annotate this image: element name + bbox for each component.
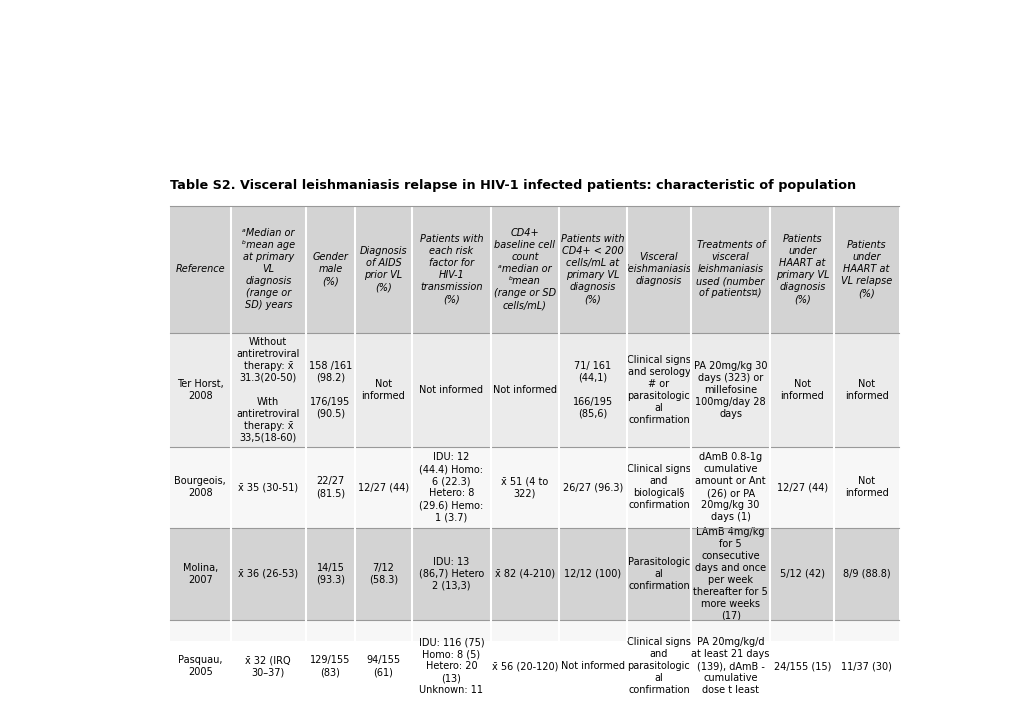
Text: 8/9 (88.8): 8/9 (88.8) — [842, 569, 890, 579]
Text: 12/27 (44): 12/27 (44) — [358, 482, 409, 492]
Text: Not
informed: Not informed — [844, 379, 888, 401]
Text: Parasitologic
al
confirmation: Parasitologic al confirmation — [628, 557, 689, 591]
Text: 5/12 (42): 5/12 (42) — [780, 569, 824, 579]
Text: 129/155
(83): 129/155 (83) — [310, 655, 351, 678]
Bar — [170, 620, 898, 712]
Text: x̄ 56 (20-120): x̄ 56 (20-120) — [491, 661, 557, 671]
Text: Pasquau,
2005: Pasquau, 2005 — [178, 655, 222, 678]
Text: PA 20mg/kg 30
days (323) or
millefosine
100mg/day 28
days: PA 20mg/kg 30 days (323) or millefosine … — [693, 361, 766, 419]
Text: Patients
under
HAART at
VL relapse
(%): Patients under HAART at VL relapse (%) — [840, 240, 892, 298]
Text: Not informed: Not informed — [560, 661, 625, 671]
Text: x̄ 82 (4-210): x̄ 82 (4-210) — [494, 569, 554, 579]
Text: Bourgeois,
2008: Bourgeois, 2008 — [174, 476, 226, 498]
Text: Clinical signs
and serology
# or
parasitologic
al
confirmation: Clinical signs and serology # or parasit… — [627, 355, 690, 425]
Text: 94/155
(61): 94/155 (61) — [366, 655, 400, 678]
Text: Treatments of
visceral
leishmaniasis
used (number
of patients¤): Treatments of visceral leishmaniasis use… — [696, 240, 764, 298]
Text: 14/15
(93.3): 14/15 (93.3) — [316, 563, 344, 585]
Text: CD4+
baseline cell
count
ᵃmedian or
ᵇmean
(range or SD
cells/mL): CD4+ baseline cell count ᵃmedian or ᵇmea… — [493, 228, 555, 310]
Text: 24/155 (15): 24/155 (15) — [773, 661, 830, 671]
Text: ᵃMedian or
ᵇmean age
at primary
VL
diagnosis
(range or
SD) years: ᵃMedian or ᵇmean age at primary VL diagn… — [242, 228, 294, 310]
Text: x̄ 36 (26-53): x̄ 36 (26-53) — [238, 569, 298, 579]
Text: Patients with
each risk
factor for
HIV-1
transmission
(%): Patients with each risk factor for HIV-1… — [419, 234, 483, 305]
Bar — [170, 528, 898, 620]
Text: Not
informed: Not informed — [361, 379, 405, 401]
Text: IDU: 116 (75)
Homo: 8 (5)
Hetero: 20
(13)
Unknown: 11: IDU: 116 (75) Homo: 8 (5) Hetero: 20 (13… — [418, 637, 484, 696]
Text: Gender
male
(%): Gender male (%) — [312, 252, 348, 287]
Text: 12/27 (44): 12/27 (44) — [776, 482, 827, 492]
Text: Not informed: Not informed — [419, 384, 483, 395]
Text: 7/12
(58.3): 7/12 (58.3) — [369, 563, 397, 585]
Text: 71/ 161
(44,1)

166/195
(85,6): 71/ 161 (44,1) 166/195 (85,6) — [573, 361, 612, 419]
Text: Table S2. Visceral leishmaniasis relapse in HIV-1 infected patients: characteris: Table S2. Visceral leishmaniasis relapse… — [170, 179, 855, 192]
Text: Not
informed: Not informed — [780, 379, 823, 401]
Bar — [170, 206, 898, 333]
Text: Not
informed: Not informed — [844, 476, 888, 498]
Text: IDU: 12
(44.4) Homo:
6 (22.3)
Hetero: 8
(29.6) Hemo:
1 (3.7): IDU: 12 (44.4) Homo: 6 (22.3) Hetero: 8 … — [419, 452, 483, 522]
Text: Patients with
CD4+ < 200
cells/mL at
primary VL
diagnosis
(%): Patients with CD4+ < 200 cells/mL at pri… — [560, 234, 624, 305]
Text: Not informed: Not informed — [492, 384, 556, 395]
Text: 22/27
(81.5): 22/27 (81.5) — [316, 476, 344, 498]
Text: x̄ 35 (30-51): x̄ 35 (30-51) — [238, 482, 298, 492]
Text: Ter Horst,
2008: Ter Horst, 2008 — [176, 379, 223, 401]
Text: PA 20mg/kg/d
at least 21 days
(139), dAmB -
cumulative
dose t least: PA 20mg/kg/d at least 21 days (139), dAm… — [691, 637, 769, 696]
Text: x̄ 32 (IRQ
30–37): x̄ 32 (IRQ 30–37) — [246, 655, 290, 678]
Text: 26/27 (96.3): 26/27 (96.3) — [562, 482, 623, 492]
Text: Clinical signs
and
parasitologic
al
confirmation: Clinical signs and parasitologic al conf… — [627, 637, 690, 696]
Text: Molina,
2007: Molina, 2007 — [182, 563, 218, 585]
Text: 158 /161
(98.2)

176/195
(90.5): 158 /161 (98.2) 176/195 (90.5) — [309, 361, 352, 419]
Text: Visceral
leishmaniasis
diagnosis: Visceral leishmaniasis diagnosis — [626, 252, 691, 287]
Bar — [170, 333, 898, 446]
Text: Without
antiretroviral
therapy: x̄
31.3(20-50)

With
antiretroviral
therapy: x̄
: Without antiretroviral therapy: x̄ 31.3(… — [236, 337, 300, 443]
Text: dAmB 0.8-1g
cumulative
amount or Ant
(26) or PA
20mg/kg 30
days (1): dAmB 0.8-1g cumulative amount or Ant (26… — [695, 452, 765, 522]
Bar — [170, 446, 898, 528]
Text: IDU: 13
(86,7) Hetero
2 (13,3): IDU: 13 (86,7) Hetero 2 (13,3) — [418, 557, 483, 591]
Text: Clinical signs
and
biological§
confirmation: Clinical signs and biological§ confirmat… — [627, 464, 690, 510]
Text: LAmB 4mg/kg
for 5
consecutive
days and once
per week
thereafter for 5
more weeks: LAmB 4mg/kg for 5 consecutive days and o… — [693, 527, 767, 621]
Text: 12/12 (100): 12/12 (100) — [564, 569, 621, 579]
Text: Reference: Reference — [175, 264, 225, 274]
Text: x̄ 51 (4 to
322): x̄ 51 (4 to 322) — [500, 476, 548, 498]
Text: 11/37 (30): 11/37 (30) — [841, 661, 891, 671]
Text: Diagnosis
of AIDS
prior VL
(%): Diagnosis of AIDS prior VL (%) — [360, 246, 407, 292]
Text: Patients
under
HAART at
primary VL
diagnosis
(%): Patients under HAART at primary VL diagn… — [774, 234, 828, 305]
